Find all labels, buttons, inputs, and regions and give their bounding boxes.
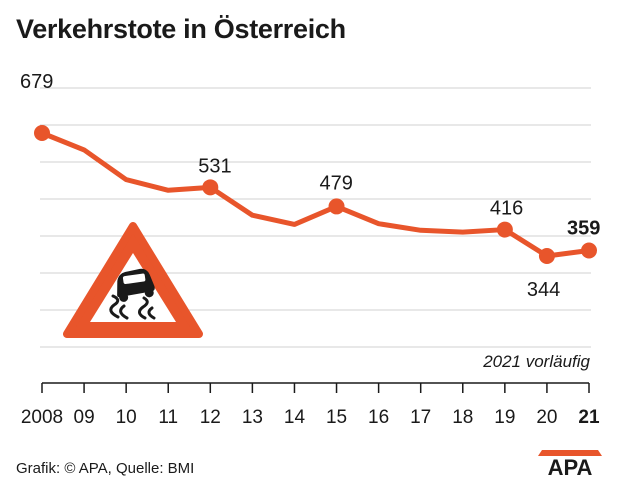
- chart-note: 2021 vorläufig: [483, 352, 590, 371]
- x-tick-label-09: 09: [74, 407, 95, 428]
- data-point-2008: [34, 125, 50, 141]
- x-tick-label-19: 19: [494, 407, 515, 428]
- x-tick-label-2008: 2008: [21, 407, 63, 428]
- data-point-15: [328, 198, 345, 215]
- data-label-2008: 679: [20, 71, 53, 93]
- x-tick-label-13: 13: [242, 407, 263, 428]
- data-point-12: [202, 179, 219, 196]
- apa-logo: APA: [538, 450, 602, 477]
- source-credit: Grafik: © APA, Quelle: BMI: [16, 460, 195, 477]
- x-tick-label-16: 16: [368, 407, 389, 428]
- x-tick-label-21: 21: [578, 407, 600, 428]
- x-tick-label-14: 14: [284, 407, 306, 428]
- data-label-20: 344: [527, 279, 560, 301]
- data-point-20: [538, 248, 555, 264]
- data-label-12: 531: [198, 155, 231, 177]
- slippery-road-warning-sign-icon: [63, 222, 203, 338]
- x-tick-label-17: 17: [410, 407, 431, 428]
- data-points: [34, 125, 597, 264]
- data-label-21: 359: [567, 217, 600, 239]
- data-point-21: [581, 242, 597, 259]
- x-tick-label-11: 11: [158, 407, 178, 428]
- data-labels: 679 531 479 416 344 359: [20, 71, 600, 301]
- x-tick-label-15: 15: [326, 407, 347, 428]
- x-tick-label-18: 18: [452, 407, 473, 428]
- data-label-15: 479: [320, 172, 353, 194]
- grid-lines: [40, 87, 591, 348]
- x-tick-label-12: 12: [200, 407, 221, 428]
- data-point-19: [496, 221, 513, 238]
- logo-text: APA: [548, 455, 593, 477]
- x-tick-label-10: 10: [116, 407, 137, 428]
- chart-title: Verkehrstote in Österreich: [16, 14, 346, 44]
- data-label-19: 416: [490, 198, 523, 220]
- x-axis: 2008 09 10 11 12 13 14 15 16 17 18 19 20 21: [21, 382, 600, 428]
- x-tick-label-20: 20: [536, 407, 557, 428]
